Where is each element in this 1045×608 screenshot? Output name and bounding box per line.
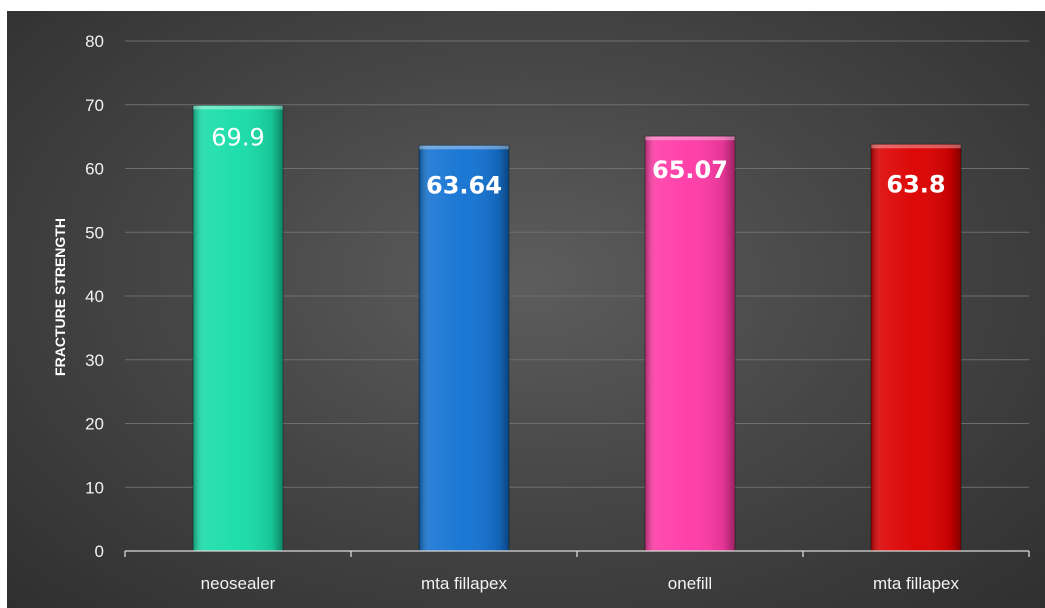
y-tick-label: 80 (85, 32, 104, 51)
bars (192, 104, 962, 552)
y-axis-ticks: 0 10 20 30 40 50 60 70 80 (85, 32, 104, 561)
y-tick-label: 10 (85, 478, 104, 497)
y-tick-label: 50 (85, 223, 104, 242)
y-tick-label: 30 (85, 351, 104, 370)
x-tick-label: onefill (668, 574, 712, 593)
y-tick-label: 20 (85, 415, 104, 434)
bar (418, 144, 510, 552)
data-labels: 69.9 63.64 65.07 63.8 (211, 123, 945, 199)
y-tick-label: 0 (95, 542, 104, 561)
data-label: 63.64 (426, 171, 502, 199)
bar (870, 143, 962, 552)
x-axis-ticks: neosealer mta fillapex onefill mta fillapex (124, 551, 1030, 593)
y-tick-label: 60 (85, 160, 104, 179)
data-label: 69.9 (211, 123, 264, 151)
x-tick-label: mta fillapex (873, 574, 959, 593)
x-tick-label: mta fillapex (421, 574, 507, 593)
y-tick-label: 40 (85, 287, 104, 306)
bar (644, 135, 736, 552)
data-label: 63.8 (886, 170, 945, 198)
bar (192, 104, 284, 552)
y-axis-title: FRACTURE STRENGTH (52, 218, 68, 376)
x-tick-label: neosealer (201, 574, 276, 593)
data-label: 65.07 (652, 156, 728, 184)
y-tick-label: 70 (85, 96, 104, 115)
